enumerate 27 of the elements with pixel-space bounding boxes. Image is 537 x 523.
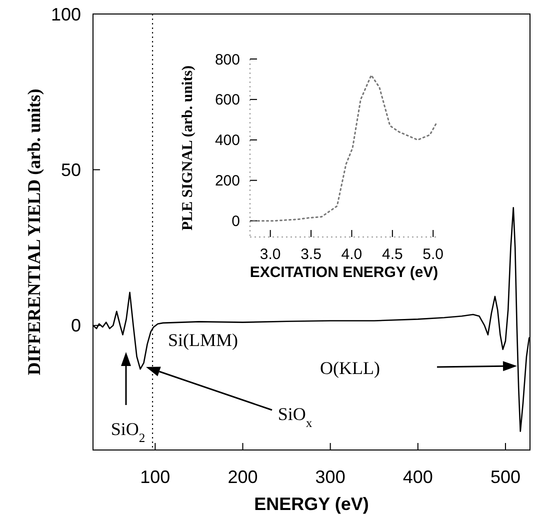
x-tick-label: 3.0 (260, 246, 281, 263)
x-tick-label: 200 (228, 467, 258, 487)
annotation: SiO$_{x}$ (278, 404, 313, 430)
x-tick-label: 3.5 (300, 246, 322, 263)
y-tick-label: 600 (214, 92, 240, 109)
y-tick-label: 800 (214, 51, 240, 68)
x-tick-label: 5.0 (422, 246, 444, 263)
y-tick-label: 50 (60, 160, 81, 180)
y-tick-label: 0 (70, 316, 81, 336)
annotation: O(KLL) (320, 358, 380, 378)
y-tick-label: 0 (232, 213, 240, 230)
annotation: Si(LMM) (168, 330, 238, 350)
x-tick-label: 4.0 (341, 246, 362, 263)
y-tick-label: 400 (214, 132, 240, 150)
x-tick-label: 500 (490, 467, 520, 487)
x-axis-title: ENERGY (eV) (254, 494, 369, 514)
y-tick-label: 200 (214, 172, 240, 190)
x-tick-label: 300 (315, 467, 346, 487)
annotation: SiO$_{2}$ (110, 419, 146, 445)
x-tick-label: 4.5 (382, 246, 403, 263)
y-tick-label: 100 (50, 4, 81, 24)
y-axis-title: PLE SIGNAL (arb. units) (180, 65, 196, 231)
y-axis-title: DIFFERENTIAL YIELD (arb. units) (24, 88, 44, 376)
x-axis-title: EXCITATION ENERGY (eV) (250, 264, 438, 281)
line-series (252, 74, 438, 222)
x-tick-label: 100 (140, 467, 170, 487)
x-tick-label: 400 (402, 467, 433, 487)
